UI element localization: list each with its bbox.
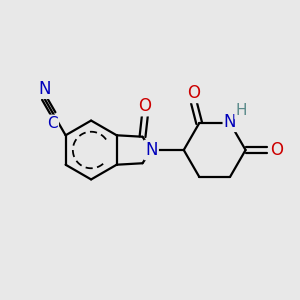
Text: N: N xyxy=(39,80,51,98)
Text: O: O xyxy=(188,84,200,102)
Text: O: O xyxy=(138,97,152,115)
Text: C: C xyxy=(47,116,58,131)
Text: H: H xyxy=(236,103,247,118)
Text: N: N xyxy=(145,141,158,159)
Text: N: N xyxy=(224,113,236,131)
Text: O: O xyxy=(270,141,283,159)
